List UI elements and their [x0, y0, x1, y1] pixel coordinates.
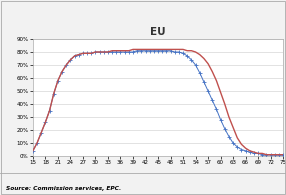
Title: EU: EU [150, 27, 166, 37]
Text: Source: Commission services, EPC.: Source: Commission services, EPC. [6, 186, 121, 191]
